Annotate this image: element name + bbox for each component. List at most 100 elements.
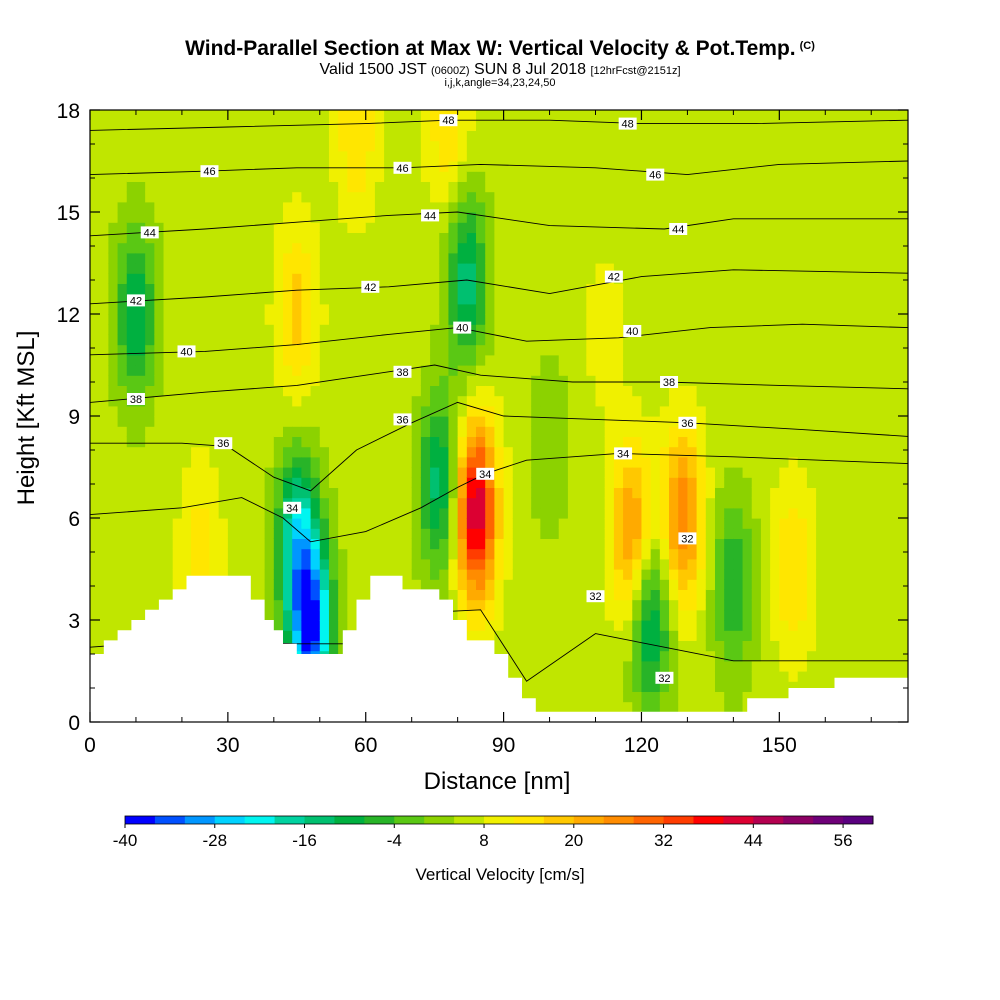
velocity-cell	[751, 375, 762, 386]
velocity-cell	[816, 650, 826, 662]
velocity-cell	[163, 120, 174, 131]
velocity-cell	[567, 150, 578, 162]
velocity-cell	[301, 640, 312, 652]
velocity-cell	[402, 212, 413, 223]
velocity-cell	[549, 252, 560, 264]
velocity-cell	[163, 569, 174, 580]
velocity-cell	[200, 548, 211, 560]
velocity-cell	[476, 630, 486, 641]
velocity-cell	[448, 201, 459, 213]
velocity-cell	[384, 477, 394, 488]
velocity-cell	[669, 558, 679, 570]
velocity-cell	[724, 630, 734, 641]
velocity-cell	[485, 548, 495, 560]
velocity-cell	[604, 671, 615, 682]
velocity-cell	[172, 130, 183, 142]
velocity-cell	[255, 507, 266, 519]
velocity-cell	[255, 416, 266, 427]
velocity-cell	[466, 150, 477, 162]
velocity-cell	[209, 375, 220, 386]
velocity-cell	[623, 375, 633, 386]
velocity-cell	[264, 191, 275, 203]
velocity-cell	[577, 538, 587, 550]
velocity-cell	[347, 487, 358, 499]
velocity-cell	[751, 405, 762, 417]
velocity-cell	[163, 416, 174, 427]
velocity-cell	[448, 242, 459, 254]
velocity-cell	[402, 375, 413, 386]
velocity-cell	[90, 242, 100, 254]
velocity-cell	[108, 426, 119, 437]
velocity-cell	[659, 691, 670, 703]
velocity-cell	[659, 263, 670, 274]
velocity-cell	[402, 252, 413, 264]
velocity-cell	[834, 528, 845, 539]
velocity-cell	[457, 232, 468, 244]
velocity-cell	[273, 548, 284, 560]
velocity-cell	[595, 283, 606, 295]
velocity-cell	[283, 630, 293, 641]
velocity-cell	[301, 620, 312, 631]
velocity-cell	[172, 354, 183, 366]
velocity-cell	[466, 609, 477, 621]
velocity-cell	[145, 161, 155, 172]
velocity-cell	[191, 548, 201, 560]
velocity-cell	[503, 140, 514, 152]
velocity-cell	[595, 701, 606, 713]
velocity-cell	[126, 507, 137, 519]
velocity-cell	[135, 599, 146, 611]
velocity-cell	[273, 365, 284, 376]
velocity-cell	[402, 273, 413, 284]
velocity-cell	[328, 395, 339, 407]
velocity-cell	[172, 273, 183, 284]
velocity-cell	[623, 314, 633, 325]
velocity-cell	[503, 212, 514, 223]
velocity-cell	[669, 385, 679, 397]
velocity-cell	[760, 518, 771, 529]
velocity-cell	[126, 314, 137, 325]
velocity-cell	[623, 497, 633, 509]
velocity-cell	[531, 324, 541, 335]
velocity-cell	[328, 171, 339, 182]
velocity-cell	[319, 518, 330, 529]
velocity-cell	[604, 599, 615, 611]
velocity-cell	[770, 232, 780, 244]
velocity-cell	[825, 650, 836, 662]
velocity-cell	[420, 518, 431, 529]
velocity-cell	[457, 436, 468, 448]
velocity-cell	[806, 395, 817, 407]
velocity-cell	[678, 365, 689, 376]
velocity-cell	[751, 446, 762, 458]
velocity-cell	[613, 589, 624, 601]
velocity-cell	[99, 456, 109, 468]
velocity-cell	[494, 212, 505, 223]
velocity-cell	[751, 497, 762, 509]
velocity-cell	[191, 150, 201, 162]
velocity-cell	[623, 507, 633, 519]
velocity-cell	[678, 354, 689, 366]
velocity-cell	[430, 150, 440, 162]
velocity-cell	[163, 171, 174, 182]
velocity-cell	[466, 171, 477, 182]
velocity-cell	[135, 130, 146, 142]
velocity-cell	[411, 467, 422, 478]
velocity-cell	[218, 110, 229, 121]
velocity-cell	[448, 171, 459, 182]
velocity-cell	[338, 201, 348, 213]
velocity-cell	[586, 344, 597, 356]
velocity-cell	[328, 477, 339, 488]
velocity-cell	[632, 446, 643, 458]
velocity-cell	[512, 232, 523, 244]
velocity-cell	[834, 232, 845, 244]
velocity-cell	[200, 344, 211, 356]
velocity-cell	[825, 630, 836, 641]
velocity-cell	[696, 701, 707, 713]
velocity-cell	[264, 589, 275, 601]
velocity-cell	[521, 497, 532, 509]
velocity-cell	[494, 273, 505, 284]
velocity-cell	[843, 477, 854, 488]
velocity-cell	[696, 191, 707, 203]
velocity-cell	[476, 589, 486, 601]
velocity-cell	[705, 640, 716, 652]
velocity-cell	[439, 507, 450, 519]
